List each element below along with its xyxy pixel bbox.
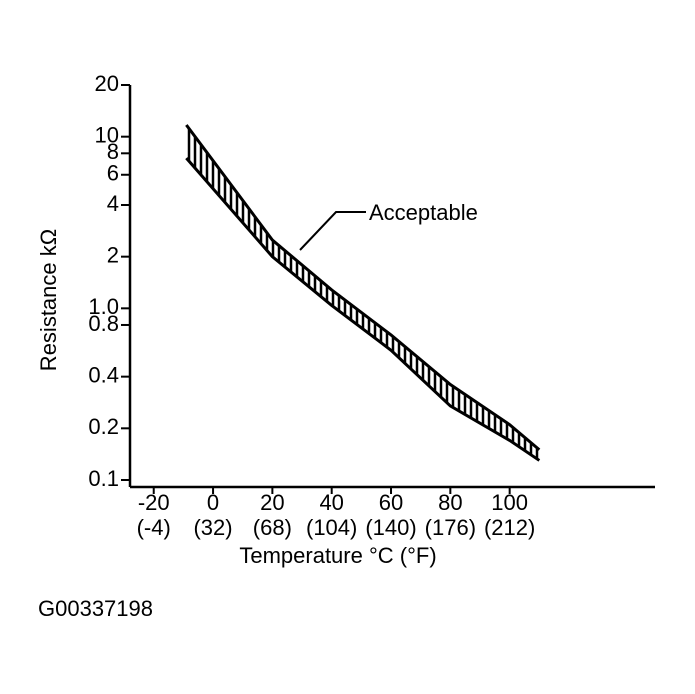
x-tick-label: 0 bbox=[207, 490, 219, 515]
x-tick-label: 20 bbox=[260, 490, 284, 515]
y-tick-label: 0.8 bbox=[88, 311, 119, 336]
band-edge bbox=[185, 157, 541, 462]
y-tick-label: 0.4 bbox=[88, 362, 119, 387]
annotation: Acceptable bbox=[369, 200, 478, 225]
caption: G00337198 bbox=[38, 596, 153, 621]
x-tick-label-f: (32) bbox=[193, 515, 232, 540]
y-tick-label: 2 bbox=[107, 242, 119, 267]
y-tick-label: 4 bbox=[107, 191, 119, 216]
acceptable-band bbox=[186, 124, 540, 461]
x-tick-label: -20 bbox=[138, 490, 170, 515]
y-tick-label: 20 bbox=[95, 71, 119, 96]
x-tick-label: 80 bbox=[438, 490, 462, 515]
y-axis-title: Resistance kΩ bbox=[36, 229, 61, 371]
y-tick-label: 1.0 bbox=[88, 294, 119, 319]
y-tick-label: 6 bbox=[107, 161, 119, 186]
annotation-leader bbox=[299, 211, 366, 251]
x-axis-title: Temperature °C (°F) bbox=[239, 543, 436, 568]
y-tick-label: 10 bbox=[95, 122, 119, 147]
x-tick-label-f: (212) bbox=[484, 515, 535, 540]
x-tick-label-f: (140) bbox=[365, 515, 416, 540]
x-tick-label-f: (176) bbox=[425, 515, 476, 540]
x-tick-label: 100 bbox=[491, 490, 528, 515]
x-tick-label-f: (104) bbox=[306, 515, 357, 540]
y-tick-label: 8 bbox=[107, 139, 119, 164]
y-tick-label: 0.1 bbox=[88, 466, 119, 491]
x-tick-label-f: (-4) bbox=[137, 515, 171, 540]
band-edge bbox=[185, 124, 541, 451]
x-tick-label: 40 bbox=[319, 490, 343, 515]
x-tick-label: 60 bbox=[379, 490, 403, 515]
x-tick-label-f: (68) bbox=[253, 515, 292, 540]
y-tick-label: 0.2 bbox=[88, 414, 119, 439]
